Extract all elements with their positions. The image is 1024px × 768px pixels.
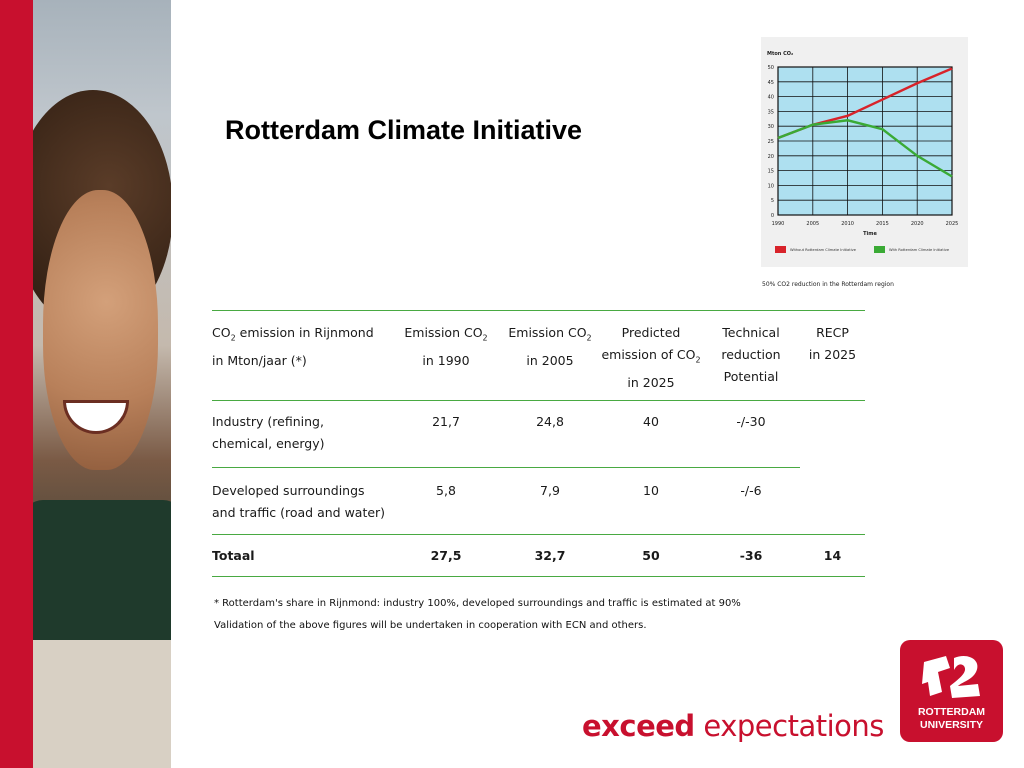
legend-swatch-with	[874, 246, 885, 253]
table-cell-2-3: 50	[600, 534, 702, 577]
x-tick-label: 2025	[946, 221, 959, 227]
table-cell-1-1: 5,8	[436, 483, 456, 498]
legend-label-with: With Rotterdam Climate Initiative	[889, 248, 950, 252]
slogan: exceed expectations	[582, 709, 884, 743]
y-axis-label: Mton CO₂	[767, 51, 793, 57]
brand-stripe	[0, 0, 33, 768]
table-header-0: CO2 emission in Rijnmond in Mton/jaar (*)	[212, 310, 392, 401]
x-axis-label: Time	[863, 231, 877, 237]
y-tick-label: 40	[768, 95, 774, 101]
x-tick-label: 2010	[841, 221, 854, 227]
table-cell-2-4: -36	[702, 534, 800, 577]
photo-scarf	[33, 500, 171, 650]
y-tick-label: 15	[768, 169, 774, 175]
series-line-1	[777, 119, 953, 178]
table-cell-1-4: -/-6	[740, 483, 762, 498]
logo-text-line2: UNIVERSITY	[919, 719, 983, 731]
y-tick-label: 35	[768, 109, 774, 115]
emission-table-grid: CO2 emission in Rijnmond in Mton/jaar (*)…	[212, 310, 865, 577]
y-tick-label: 30	[768, 124, 774, 130]
y-tick-label: 45	[768, 80, 774, 86]
table-cell-0-4: -/-30	[702, 400, 800, 468]
x-tick-label: 1990	[772, 221, 785, 227]
y-tick-label: 5	[771, 198, 774, 204]
university-logo: ROTTERDAM UNIVERSITY	[900, 640, 1003, 742]
table-cell-0-5	[800, 401, 865, 468]
table-cell-2-2: 32,7	[500, 534, 600, 577]
table-header-4: Technical reduction Potential	[702, 310, 800, 401]
slogan-bold: exceed	[582, 709, 695, 743]
x-tick-label: 2020	[911, 221, 924, 227]
y-tick-label: 50	[768, 65, 774, 71]
table-cell-1-0: Developed surroundings and traffic (road …	[212, 483, 386, 520]
emission-table: CO2 emission in Rijnmond in Mton/jaar (*)…	[212, 310, 865, 577]
university-logo-icon	[922, 655, 980, 698]
table-cell-0-0: Industry (refining, chemical, energy)	[212, 400, 392, 468]
table-cell-1-2: 7,9	[540, 483, 560, 498]
table-cell-2-0: Totaal	[212, 534, 392, 577]
table-cell-2-5: 14	[800, 534, 865, 577]
chart-caption: 50% CO2 reduction in the Rotterdam regio…	[762, 281, 894, 288]
footnote-validation: Validation of the above figures will be …	[214, 620, 647, 631]
table-cell-1-5	[800, 468, 865, 535]
table-header-1: Emission CO2 in 1990	[392, 310, 500, 401]
slide-title: Rotterdam Climate Initiative	[225, 115, 583, 145]
legend-label-without: Without Rotterdam Climate Initiative	[790, 248, 857, 252]
footnotes: * Rotterdam's share in Rijnmond: industr…	[214, 593, 741, 637]
table-cell-1-3: 10	[643, 483, 659, 498]
x-tick-label: 2015	[876, 221, 889, 227]
footnote-share: * Rotterdam's share in Rijnmond: industr…	[214, 598, 741, 609]
portrait-photo	[33, 0, 171, 768]
logo-text-line1: ROTTERDAM	[917, 706, 986, 718]
table-cell-2-1: 27,5	[392, 534, 500, 577]
table-row: Industry (refining, chemical, energy) 21,7…	[212, 400, 865, 468]
table-cell-0-3: 40	[600, 400, 702, 468]
legend-swatch-without	[775, 246, 786, 253]
table-header-3: Predicted emission of CO2 in 2025	[600, 310, 702, 401]
table-cell-0-2: 24,8	[500, 400, 600, 468]
y-tick-label: 25	[768, 139, 774, 145]
x-tick-label: 2005	[806, 221, 819, 227]
table-cell-0-1: 21,7	[392, 400, 500, 468]
table-row: Totaal 27,5 32,7 50 -36 14	[212, 534, 865, 577]
y-tick-label: 0	[771, 213, 774, 219]
photo-coat	[33, 640, 171, 768]
emission-chart: 0 5 10 15 20 25 30 35 40 45 50 1990 2005 2010 2015 2020…	[761, 37, 968, 267]
table-header-5: RECP in 2025	[800, 310, 865, 401]
table-row: Developed surroundings and traffic (road …	[212, 468, 865, 535]
y-tick-label: 20	[768, 154, 774, 160]
table-header-2: Emission CO2 in 2005	[500, 310, 600, 401]
slogan-rest: expectations	[703, 709, 884, 743]
y-tick-label: 10	[768, 183, 774, 189]
